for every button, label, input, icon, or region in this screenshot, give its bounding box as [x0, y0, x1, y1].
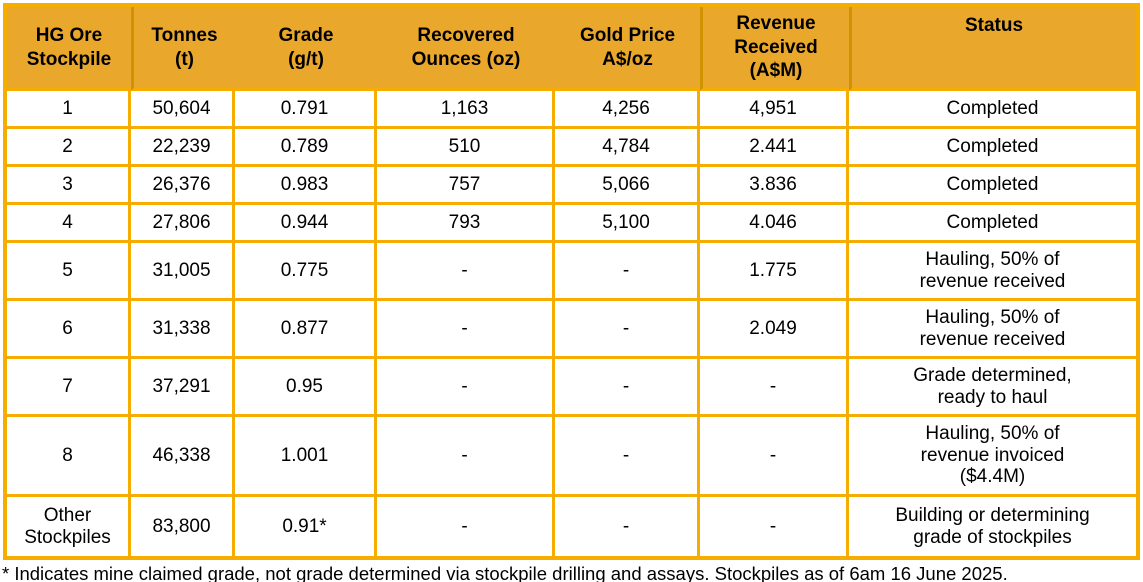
table-cell: Completed: [849, 91, 1136, 129]
table-cell: 8: [7, 417, 131, 497]
table-cell: -: [377, 417, 555, 497]
table-cell: 0.983: [235, 167, 377, 205]
table-row: 3 26,376 0.983 757 5,066 3.836 Completed: [7, 167, 1136, 205]
table-cell: -: [377, 497, 555, 556]
table-cell: Completed: [849, 129, 1136, 167]
table-cell: 3: [7, 167, 131, 205]
table-cell: -: [700, 497, 849, 556]
table-row: 6 31,338 0.877 - - 2.049 Hauling, 50% of…: [7, 301, 1136, 359]
footnote: * Indicates mine claimed grade, not grad…: [2, 563, 1008, 582]
col-header-tonnes: Tonnes (t): [131, 7, 235, 91]
table-cell: 2.441: [700, 129, 849, 167]
table-cell: 1: [7, 91, 131, 129]
table-cell: -: [555, 301, 700, 359]
table-cell: 0.877: [235, 301, 377, 359]
stockpile-table: HG Ore Stockpile Tonnes (t) Grade (g/t) …: [3, 3, 1140, 560]
table-cell: -: [555, 359, 700, 417]
table-cell: 37,291: [131, 359, 235, 417]
table-cell: 0.791: [235, 91, 377, 129]
table-cell: 31,005: [131, 243, 235, 301]
table-cell: 26,376: [131, 167, 235, 205]
col-header-gold-price: Gold Price A$/oz: [555, 7, 700, 91]
table-cell: 0.91*: [235, 497, 377, 556]
table-cell: 4,784: [555, 129, 700, 167]
table-row: 4 27,806 0.944 793 5,100 4.046 Completed: [7, 205, 1136, 243]
table-cell: -: [377, 301, 555, 359]
table-cell: Hauling, 50% of revenue invoiced ($4.4M): [849, 417, 1136, 497]
table-cell: 0.95: [235, 359, 377, 417]
table-cell: Building or determining grade of stockpi…: [849, 497, 1136, 556]
table-cell: Other Stockpiles: [7, 497, 131, 556]
table-cell: 4.046: [700, 205, 849, 243]
table-cell: 1.001: [235, 417, 377, 497]
table-cell: 31,338: [131, 301, 235, 359]
table-cell: Hauling, 50% of revenue received: [849, 301, 1136, 359]
table-cell: -: [555, 497, 700, 556]
table-cell: 4,951: [700, 91, 849, 129]
table-cell: 46,338: [131, 417, 235, 497]
table-row: 8 46,338 1.001 - - - Hauling, 50% of rev…: [7, 417, 1136, 497]
table-cell: 510: [377, 129, 555, 167]
table-cell: 3.836: [700, 167, 849, 205]
col-header-grade: Grade (g/t): [235, 7, 377, 91]
col-header-recovered-ounces: Recovered Ounces (oz): [377, 7, 555, 91]
table-cell: 0.789: [235, 129, 377, 167]
table-cell: 22,239: [131, 129, 235, 167]
table-cell: 83,800: [131, 497, 235, 556]
table-cell: 4,256: [555, 91, 700, 129]
table-cell: 5: [7, 243, 131, 301]
table-cell: Completed: [849, 205, 1136, 243]
col-header-status: Status: [849, 7, 1136, 91]
table-cell: 2.049: [700, 301, 849, 359]
table-cell: 757: [377, 167, 555, 205]
table-row: 2 22,239 0.789 510 4,784 2.441 Completed: [7, 129, 1136, 167]
table-cell: 50,604: [131, 91, 235, 129]
table-cell: Completed: [849, 167, 1136, 205]
table-cell: 5,100: [555, 205, 700, 243]
col-header-stockpile: HG Ore Stockpile: [7, 7, 131, 91]
table-cell: -: [555, 243, 700, 301]
col-header-revenue-received: Revenue Received (A$M): [700, 7, 849, 91]
table-row: Other Stockpiles 83,800 0.91* - - - Buil…: [7, 497, 1136, 556]
table-cell: 27,806: [131, 205, 235, 243]
table-cell: 2: [7, 129, 131, 167]
table-row: 7 37,291 0.95 - - - Grade determined, re…: [7, 359, 1136, 417]
table-cell: -: [700, 417, 849, 497]
table-cell: Hauling, 50% of revenue received: [849, 243, 1136, 301]
table-cell: 793: [377, 205, 555, 243]
table-cell: -: [700, 359, 849, 417]
table-cell: 1,163: [377, 91, 555, 129]
table-cell: 6: [7, 301, 131, 359]
table-cell: 4: [7, 205, 131, 243]
table-cell: 0.944: [235, 205, 377, 243]
table-row: 5 31,005 0.775 - - 1.775 Hauling, 50% of…: [7, 243, 1136, 301]
table-cell: -: [377, 359, 555, 417]
table-header-row: HG Ore Stockpile Tonnes (t) Grade (g/t) …: [7, 7, 1136, 91]
table-cell: 0.775: [235, 243, 377, 301]
table-cell: 1.775: [700, 243, 849, 301]
table-row: 1 50,604 0.791 1,163 4,256 4,951 Complet…: [7, 91, 1136, 129]
table-cell: 5,066: [555, 167, 700, 205]
table-cell: Grade determined, ready to haul: [849, 359, 1136, 417]
table-cell: -: [377, 243, 555, 301]
table-cell: -: [555, 417, 700, 497]
table-cell: 7: [7, 359, 131, 417]
